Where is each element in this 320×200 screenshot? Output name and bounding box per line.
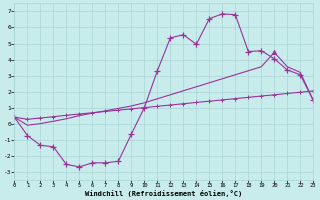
X-axis label: Windchill (Refroidissement éolien,°C): Windchill (Refroidissement éolien,°C) (85, 190, 243, 197)
